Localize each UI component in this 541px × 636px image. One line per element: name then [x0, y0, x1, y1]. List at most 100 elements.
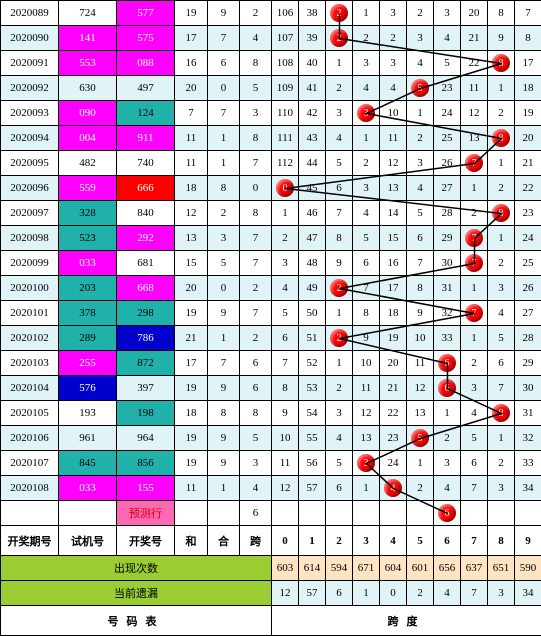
data-row: 20200901415751774	[1, 26, 272, 51]
grid-cell: 7	[461, 251, 488, 276]
miss-label: 当前遗漏	[1, 581, 272, 606]
grid-cell: 33	[515, 451, 541, 476]
grid-cell: 24	[380, 451, 407, 476]
sum: 12	[175, 201, 208, 226]
grid-cell: 111	[272, 126, 299, 151]
grid-cell: 2	[407, 476, 434, 501]
sum: 19	[175, 451, 208, 476]
trend-ball: 7	[465, 254, 483, 272]
grid-cell: 30	[434, 251, 461, 276]
period-id: 2020090	[1, 26, 59, 51]
grid-cell	[299, 501, 326, 526]
grid-cell: 8	[326, 226, 353, 251]
data-row: 20201032558721776	[1, 351, 272, 376]
digit-sum: 1	[208, 126, 240, 151]
grid-cell: 6	[353, 251, 380, 276]
sum: 11	[175, 151, 208, 176]
grid-cell: 29	[434, 226, 461, 251]
draw-num: 681	[117, 251, 175, 276]
sum: 16	[175, 51, 208, 76]
data-row: 20200985232921337	[1, 226, 272, 251]
trend-ball: 4	[384, 479, 402, 497]
grid-cell: 12	[380, 151, 407, 176]
hdr-num: 7	[461, 526, 488, 556]
trend-ball: 8	[492, 129, 510, 147]
data-row: 20201080331551114	[1, 476, 272, 501]
grid-row: 1257614247334	[272, 476, 541, 501]
period-id: 2020104	[1, 376, 59, 401]
grid-cell: 2	[434, 426, 461, 451]
grid-cell: 8	[515, 26, 541, 51]
grid-cell: 107	[272, 26, 299, 51]
grid-row: 44927178311326	[272, 276, 541, 301]
sum: 11	[175, 126, 208, 151]
span: 6	[240, 351, 272, 376]
grid-cell	[488, 501, 515, 526]
grid-cell: 45	[299, 176, 326, 201]
trial-num: 203	[59, 276, 117, 301]
sum: 20	[175, 276, 208, 301]
digit-sum: 2	[208, 201, 240, 226]
grid-cell: 5	[407, 201, 434, 226]
grid-cell	[515, 501, 541, 526]
grid-cell: 8	[488, 401, 515, 426]
grid-cell: 3	[407, 151, 434, 176]
period-id: 2020095	[1, 151, 59, 176]
predict-id	[1, 501, 59, 526]
data-row: 20200915530881668	[1, 51, 272, 76]
grid-cell: 3	[461, 376, 488, 401]
period-id: 2020100	[1, 276, 59, 301]
grid-cell: 4	[380, 76, 407, 101]
period-id: 2020091	[1, 51, 59, 76]
grid-cell: 9	[272, 401, 299, 426]
period-id: 2020094	[1, 126, 59, 151]
draw-num: 856	[117, 451, 175, 476]
grid-cell: 2	[407, 1, 434, 26]
grid-cell: 31	[434, 276, 461, 301]
grid-cell: 29	[515, 351, 541, 376]
span: 3	[240, 451, 272, 476]
count-val: 651	[488, 556, 515, 581]
grid-cell: 9	[407, 301, 434, 326]
grid-cell: 23	[434, 76, 461, 101]
draw-num: 786	[117, 326, 175, 351]
trial-num: 845	[59, 451, 117, 476]
period-id: 2020105	[1, 401, 59, 426]
grid-cell: 1	[407, 451, 434, 476]
data-row: 20201002036682002	[1, 276, 272, 301]
grid-cell: 17	[515, 51, 541, 76]
sum: 20	[175, 76, 208, 101]
period-id: 2020089	[1, 1, 59, 26]
grid-row: 651291910331528	[272, 326, 541, 351]
digit-sum: 9	[208, 376, 240, 401]
period-id: 2020097	[1, 201, 59, 226]
period-id: 2020098	[1, 226, 59, 251]
span: 8	[240, 126, 272, 151]
trial-num: 141	[59, 26, 117, 51]
grid-cell: 9	[353, 326, 380, 351]
count-val: 656	[434, 556, 461, 581]
hdr-num: 1	[299, 526, 326, 556]
grid-cell: 1	[488, 226, 515, 251]
sum: 17	[175, 26, 208, 51]
grid-cell: 6	[434, 501, 461, 526]
span: 6	[240, 376, 272, 401]
period-id: 2020107	[1, 451, 59, 476]
grid-row: 105541323525132	[272, 426, 541, 451]
grid-cell: 13	[353, 426, 380, 451]
grid-cell: 49	[299, 276, 326, 301]
draw-num: 124	[117, 101, 175, 126]
draw-num: 155	[117, 476, 175, 501]
trial-num: 559	[59, 176, 117, 201]
grid-cell: 4	[326, 126, 353, 151]
miss-val: 0	[380, 581, 407, 606]
grid-cell: 4	[434, 26, 461, 51]
draw-num: 292	[117, 226, 175, 251]
grid-cell: 22	[380, 401, 407, 426]
trial-num: 004	[59, 126, 117, 151]
draw-num: 668	[117, 276, 175, 301]
digit-sum: 1	[208, 476, 240, 501]
grid-cell	[461, 501, 488, 526]
sum: 18	[175, 401, 208, 426]
trial-num: 961	[59, 426, 117, 451]
